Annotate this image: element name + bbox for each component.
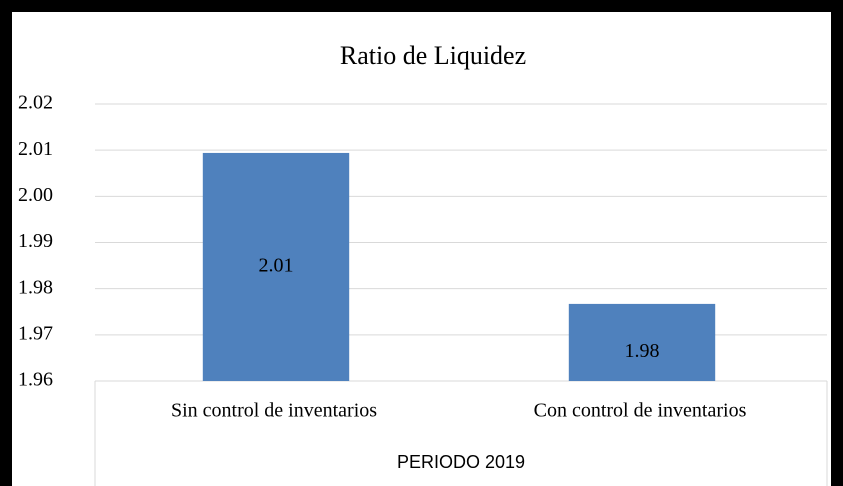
x-tick-label: Con control de inventarios (534, 400, 747, 422)
bar (568, 303, 716, 381)
chart-area (12, 12, 831, 486)
y-tick-label: 1.97 (18, 322, 53, 344)
data-label: 1.98 (625, 340, 660, 362)
x-axis-label: PERIODO 2019 (397, 452, 525, 472)
y-tick-label: 1.99 (18, 230, 53, 252)
x-tick-label: Sin control de inventarios (171, 400, 377, 422)
y-tick-label: 2.00 (18, 184, 53, 206)
data-label: 2.01 (259, 255, 294, 277)
y-tick-label: 1.96 (18, 369, 53, 391)
y-tick-label: 2.02 (18, 92, 53, 114)
y-tick-label: 2.01 (18, 138, 53, 160)
y-tick-label: 1.98 (18, 276, 53, 298)
chart-title: Ratio de Liquidez (340, 41, 526, 70)
bar (202, 152, 350, 381)
